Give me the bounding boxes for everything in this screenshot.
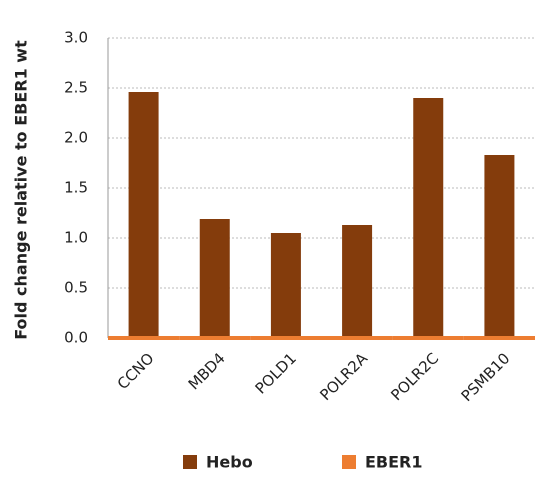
y-tick-label: 0.5 [64,279,88,297]
y-tick-label: 3.0 [64,29,88,47]
bar [321,336,393,340]
legend-label: EBER1 [365,453,423,472]
x-tick-label: CCNO [114,349,158,393]
y-tick-label: 1.0 [64,229,88,247]
bar [484,155,515,338]
bar [342,225,373,338]
x-tick-label: POLD1 [252,349,300,397]
y-axis-title: Fold change relative to EBER1 wt [12,40,31,340]
bar [128,92,159,338]
y-tick-label: 2.0 [64,129,88,147]
bar [392,336,464,340]
x-tick-label: MBD4 [185,349,229,393]
y-tick-label: 1.5 [64,179,88,197]
x-tick-label: POLR2A [316,349,371,404]
bar [413,98,444,338]
y-tick-label: 0.0 [64,329,88,347]
bar [199,219,230,338]
y-tick-label: 2.5 [64,79,88,97]
bar [270,233,301,338]
legend-swatch [342,455,356,469]
x-tick-label: PSMB10 [458,349,514,405]
x-tick-label: POLR2C [387,349,442,404]
bar [250,336,322,340]
legend-swatch [183,455,197,469]
bar [108,336,180,340]
legend-label: Hebo [206,453,253,472]
bar [179,336,251,340]
bar [463,336,535,340]
